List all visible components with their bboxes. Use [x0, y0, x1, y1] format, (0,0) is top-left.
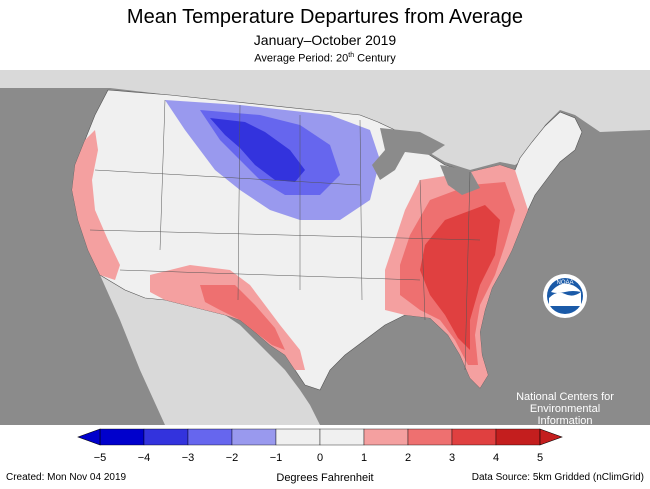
average-period: Average Period: 20th Century [254, 52, 396, 65]
legend-tick-label: 3 [448, 452, 456, 464]
created-date: Created: Mon Nov 04 2019 [6, 472, 127, 483]
legend-cell [451, 428, 497, 446]
legend-cell [407, 428, 453, 446]
map-panel: NOAA National Centers for Environmental … [0, 70, 650, 427]
legend-cell [319, 428, 365, 446]
us-temperature-map: NOAA [0, 70, 650, 425]
canada-land [0, 70, 650, 170]
legend-tick-label: 2 [404, 452, 412, 464]
noaa-logo-icon: NOAA [543, 274, 587, 318]
legend-cell [231, 428, 277, 446]
legend-tick-label: −4 [137, 452, 151, 464]
warm-anomaly-southeast-max [420, 205, 500, 350]
svg-text:NOAA: NOAA [556, 280, 573, 286]
noaa-caption: National Centers for Environmental Infor… [516, 391, 614, 427]
legend-tick-label: −3 [181, 452, 195, 464]
legend-tick-label: −5 [93, 452, 107, 464]
legend-tick-label: 4 [492, 452, 500, 464]
legend-cell [275, 428, 321, 446]
warm-anomaly-southwest [150, 265, 305, 370]
data-source: Data Source: 5km Gridded (nClimGrid) [471, 472, 644, 483]
legend-tick-label: 5 [536, 452, 544, 464]
legend-tick-label: −2 [225, 452, 239, 464]
legend-unit: Degrees Fahrenheit [276, 472, 374, 484]
mexico-land [100, 275, 320, 425]
map-title: Mean Temperature Departures from Average [126, 6, 524, 28]
legend-tick-label: 1 [360, 452, 368, 464]
warm-anomaly-texas-core [200, 285, 285, 350]
legend-tick-label: −1 [269, 452, 283, 464]
great-lakes [372, 128, 480, 195]
warm-anomaly-west-coast [72, 130, 120, 280]
legend-tick-label: 0 [316, 452, 324, 464]
color-legend: −5 −4 −3 −2 −1 0 1 2 3 4 5 Degrees Fahrenheit [0, 428, 650, 488]
legend-bar [77, 428, 563, 446]
legend-cell [187, 428, 233, 446]
legend-left-arrow [77, 428, 101, 446]
legend-right-arrow [539, 428, 563, 446]
cold-anomaly-center [210, 118, 305, 182]
legend-cell [143, 428, 189, 446]
map-subtitle: January–October 2019 [253, 32, 397, 48]
legend-cell [99, 428, 145, 446]
state-lines [89, 99, 481, 371]
legend-cell [495, 428, 541, 446]
legend-cell [363, 428, 409, 446]
